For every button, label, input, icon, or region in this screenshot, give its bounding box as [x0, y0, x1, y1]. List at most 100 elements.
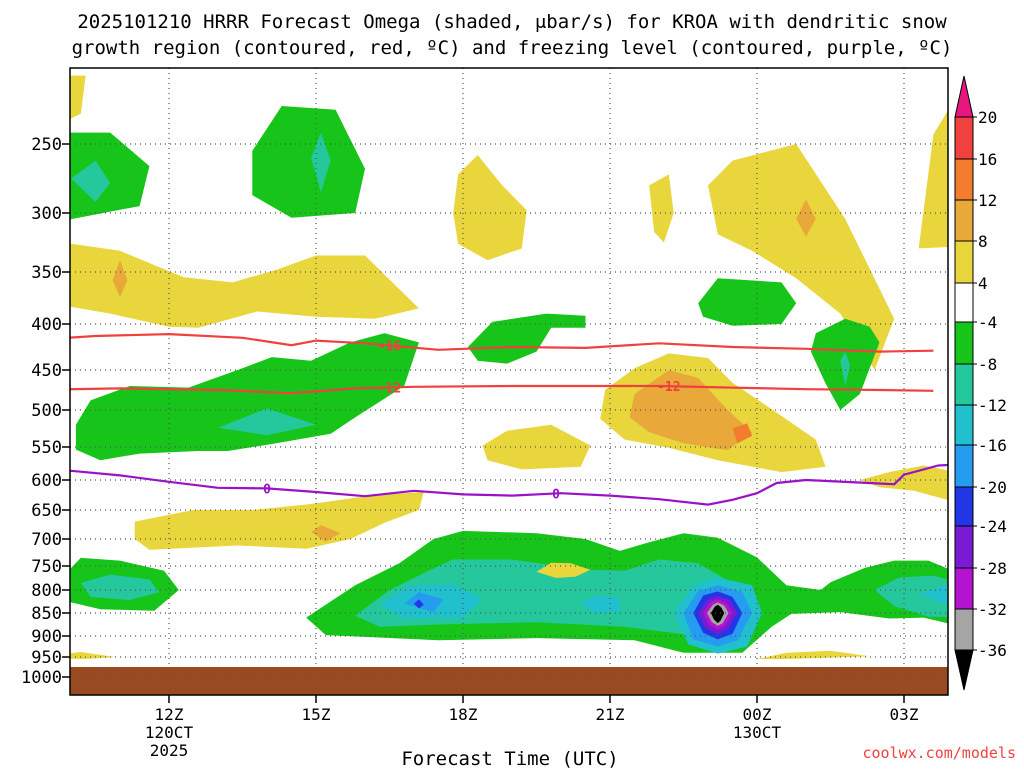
omega-region-ascent-17z-840hPa-peak: [414, 599, 424, 609]
y-tick-label-650: 650: [31, 501, 62, 521]
contour-dendritic-minus-12: [70, 384, 934, 395]
contour-label-freezing-level: 0: [552, 487, 560, 502]
colorbar-label--4: -4: [978, 313, 997, 332]
y-tick-label-400: 400: [31, 315, 62, 335]
omega-region-ascent-11z-260hPa: [70, 132, 150, 220]
omega-region-descent-19z-760hPa: [536, 562, 591, 578]
omega-region-ascent-12z-450hPa-core: [218, 408, 316, 436]
x-date-label-1-0: 130CT: [733, 723, 782, 742]
omega-region-ascent-2330z-850hPa-l7: [710, 604, 725, 624]
colorbar-bin-12: [954, 567, 974, 610]
plot-frame: [69, 67, 949, 696]
colorbar-label--32: -32: [978, 600, 1007, 619]
colorbar-bin-10: [954, 486, 974, 527]
colorbar-label-16: 16: [978, 150, 997, 169]
omega-region-descent-18z-300hPa: [453, 155, 527, 261]
x-date-label-0-1: 2025: [150, 741, 189, 760]
x-axis-title: Forecast Time (UTC): [401, 748, 618, 768]
omega-region-ascent-19z-400hPa: [467, 313, 586, 364]
y-tick-label-600: 600: [31, 471, 62, 491]
omega-region-descent-10z-350hPa: [70, 243, 419, 328]
omega-region-ascent-11z-260hPa-core: [71, 160, 111, 202]
x-tick-label-18: 18Z: [449, 705, 478, 724]
omega-region-descent-01z-300hPa-core: [796, 199, 816, 237]
omega-region-descent-19z-550hPa: [482, 424, 591, 470]
y-tick-label-500: 500: [31, 401, 62, 421]
x-tick-label-15: 15Z: [302, 705, 331, 724]
y-tick-label-950: 950: [31, 648, 62, 668]
y-tick-label-350: 350: [31, 263, 62, 283]
colorbar-bin-11: [954, 525, 974, 569]
omega-region-descent-22z-300hPa: [649, 174, 674, 243]
y-tick-label-550: 550: [31, 438, 62, 458]
x-tick-label-24: 00Z: [743, 705, 772, 724]
y-tick-label-1000: 1000: [21, 668, 62, 688]
colorbar-label-20: 20: [978, 108, 997, 127]
contour-label-freezing-level: 0: [263, 482, 271, 497]
colorbar: 20 16 12 8 4 -4 -8 -12 -16 -20 -24 -28 -32 -36: [954, 75, 1007, 691]
x-tick-label-12: 12Z: [155, 705, 184, 724]
colorbar-label-8: 8: [978, 232, 988, 251]
colorbar-top-arrow: [954, 75, 974, 118]
y-tick-label-900: 900: [31, 627, 62, 647]
y-tick-label-800: 800: [31, 581, 62, 601]
omega-region-ascent-12z-450hPa: [75, 333, 419, 461]
omega-region-descent-01z-300hPa: [708, 144, 895, 370]
colorbar-label-12: 12: [978, 191, 997, 210]
colorbar-bin-9: [954, 444, 974, 488]
omega-region-ascent-15z-250hPa-core: [311, 132, 331, 193]
colorbar-label-4: 4: [978, 274, 988, 293]
omega-region-descent-10z-350hPa-core: [112, 260, 128, 297]
y-tick-label-450: 450: [31, 361, 62, 381]
y-tick-label-850: 850: [31, 604, 62, 624]
omega-region-ascent-15z-250hPa: [252, 106, 365, 218]
omega-region-descent-22z-500hPa-peak: [732, 423, 753, 444]
colorbar-bin-2: [954, 158, 974, 201]
y-tick-label-250: 250: [31, 135, 62, 155]
colorbar-bin-13: [954, 608, 974, 651]
colorbar-label--36: -36: [978, 641, 1007, 660]
colorbar-label--12: -12: [978, 396, 1007, 415]
chart-title-line-2: growth region (contoured, red, ºC) and f…: [72, 37, 953, 59]
colorbar-label--28: -28: [978, 559, 1007, 578]
omega-region-descent-03z-600hPa: [859, 465, 948, 501]
ground-terrain: [70, 667, 948, 695]
colorbar-bin-1: [954, 116, 974, 160]
y-tick-label-300: 300: [31, 204, 62, 224]
plot-area: -16 -12 -12 0 0: [70, 68, 948, 695]
omega-region-descent-10z-950hPa: [70, 652, 116, 659]
contour-freezing-level: [70, 463, 948, 506]
contour-label-dendritic-minus-12: -12: [657, 380, 680, 395]
x-tick-label-21: 21Z: [596, 705, 625, 724]
colorbar-bottom-arrow: [954, 649, 974, 691]
axes: 250 300 350 400 450 500 550 600 650 700 750 800 850 9…: [21, 135, 919, 760]
chart-title-line-1: 2025101210 HRRR Forecast Omega (shaded, …: [77, 11, 947, 33]
colorbar-bin-4: [954, 240, 974, 284]
colorbar-bin-7: [954, 363, 974, 406]
colorbar-label--20: -20: [978, 478, 1007, 497]
omega-region-descent-03z-250hPa: [918, 110, 948, 249]
colorbar-bin-5: [954, 282, 974, 323]
omega-region-ascent-00z-390hPa: [698, 278, 797, 326]
colorbar-label--8: -8: [978, 355, 997, 374]
omega-region-ascent-low-level-main-core: [80, 574, 160, 601]
omega-region-descent-14z-650hPa: [134, 492, 424, 550]
omega-region-descent-14z-650hPa-core: [311, 525, 341, 542]
x-date-label-0-0: 120CT: [145, 723, 194, 742]
x-tick-label-27: 03Z: [890, 705, 919, 724]
colorbar-bin-6: [954, 321, 974, 365]
omega-region-ascent-01z-400hPa-core: [840, 351, 851, 386]
colorbar-bin-3: [954, 199, 974, 242]
omega-region-updraft-1000-top-left: [70, 75, 86, 120]
credit-text[interactable]: coolwx.com/models: [862, 744, 1016, 762]
y-tick-label-700: 700: [31, 530, 62, 550]
contour-label-dendritic-minus-12: -12: [378, 381, 401, 396]
omega-region-ascent-03z-800hPa-core: [874, 575, 948, 618]
colorbar-label--16: -16: [978, 436, 1007, 455]
omega-region-ascent-17z-840hPa-core: [404, 592, 444, 613]
y-tick-label-750: 750: [31, 557, 62, 577]
contour-dendritic-minus-16: [70, 332, 934, 353]
colorbar-bin-8: [954, 404, 974, 446]
